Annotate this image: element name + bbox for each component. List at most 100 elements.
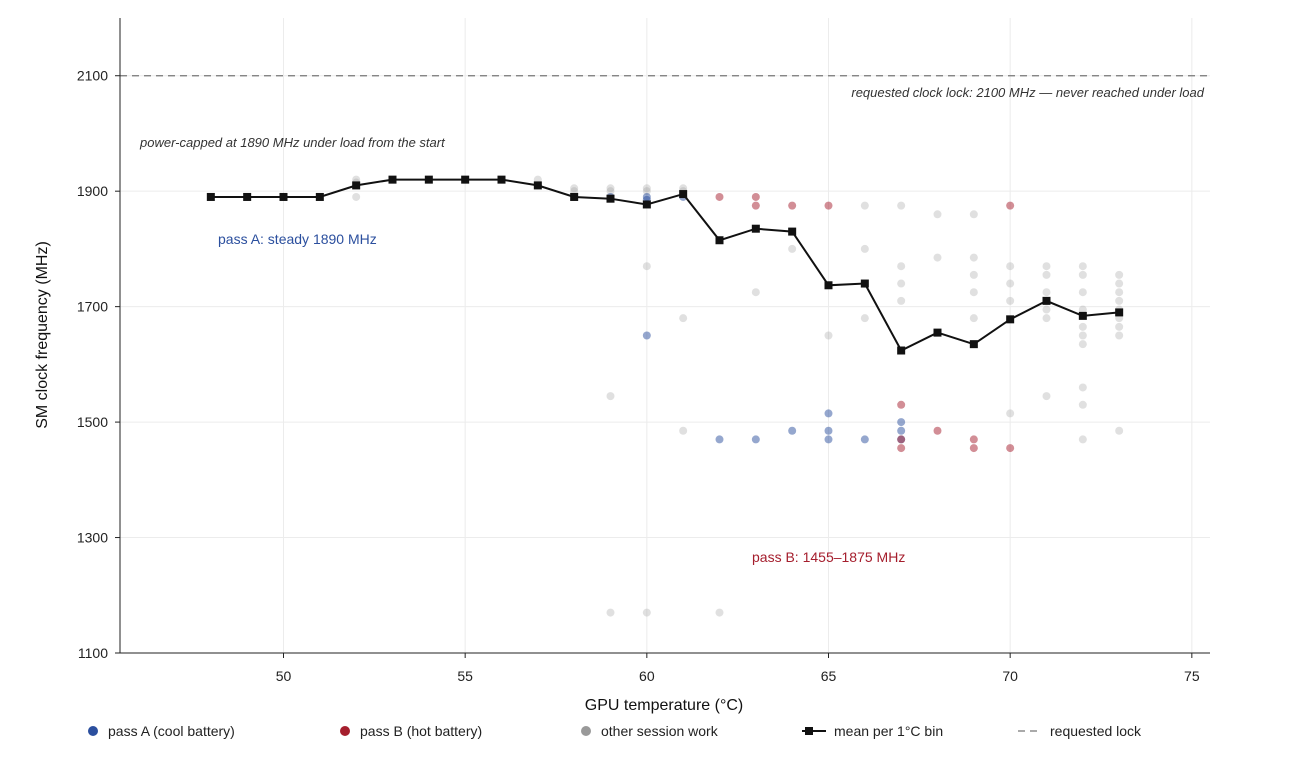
mean-marker xyxy=(969,340,978,349)
legend-label-requested-lock: requested lock xyxy=(1050,723,1142,739)
other-session-point xyxy=(969,210,978,219)
pass-b-point xyxy=(715,192,724,201)
mean-marker xyxy=(570,192,579,201)
pass-b-point xyxy=(969,444,978,453)
mean-marker xyxy=(279,192,288,201)
mean-marker xyxy=(933,328,942,337)
pass-b-point xyxy=(751,201,760,210)
pass-a-point xyxy=(824,409,833,418)
other-session-point xyxy=(606,187,615,196)
other-session-point xyxy=(897,201,906,210)
pass-a-point xyxy=(897,418,906,427)
mean-line-group xyxy=(206,175,1124,355)
x-tick-label: 55 xyxy=(457,668,473,684)
other-session-point xyxy=(642,184,651,193)
other-session-point xyxy=(1006,409,1015,418)
other-session-point xyxy=(897,279,906,288)
other-session-point xyxy=(1042,314,1051,323)
other-session-point xyxy=(1115,270,1124,279)
legend-marker-pass-a xyxy=(88,726,98,736)
mean-marker xyxy=(315,192,324,201)
mean-marker xyxy=(1115,308,1124,317)
other-session-point xyxy=(1042,262,1051,271)
other-session-point xyxy=(1006,262,1015,271)
x-axis-title: GPU temperature (°C) xyxy=(585,697,743,714)
pass-b-point xyxy=(897,444,906,453)
legend-label-other-session: other session work xyxy=(601,723,718,739)
legend-item-other-session: other session work xyxy=(579,718,718,744)
pass-a-point xyxy=(715,435,724,444)
mean-marker xyxy=(424,175,433,184)
legend-label-pass-a: pass A (cool battery) xyxy=(108,723,235,739)
pass-a-point xyxy=(897,426,906,435)
other-session-point xyxy=(751,288,760,297)
y-tick-label: 1100 xyxy=(78,645,108,661)
other-session-point xyxy=(1078,400,1087,409)
pass-b-point xyxy=(751,192,760,201)
other-session-point xyxy=(1078,331,1087,340)
other-session-point xyxy=(606,608,615,617)
legend-item-pass-a: pass A (cool battery) xyxy=(86,718,235,744)
pass-a-point xyxy=(788,426,797,435)
other-session-point xyxy=(679,314,688,323)
other-session-point xyxy=(969,288,978,297)
legend-label-pass-b: pass B (hot battery) xyxy=(360,723,483,739)
mean-marker xyxy=(206,192,215,201)
pass-b-point xyxy=(1006,201,1015,210)
pass-a-point xyxy=(642,331,651,340)
y-tick-label: 1300 xyxy=(77,530,108,546)
pass-a-point xyxy=(860,435,869,444)
mean-marker xyxy=(606,194,615,203)
mean-marker xyxy=(860,279,869,288)
legend-marker-mean xyxy=(802,727,826,735)
other-session-point xyxy=(1042,288,1051,297)
pass-b-point xyxy=(897,435,906,444)
mean-marker xyxy=(788,227,797,236)
other-session-point xyxy=(1078,340,1087,349)
mean-marker xyxy=(461,175,470,184)
pass-b-label: pass B: 1455–1875 MHz xyxy=(752,549,905,565)
other-session-point xyxy=(1006,279,1015,288)
pass-a-point xyxy=(824,426,833,435)
legend-marker-requested-lock xyxy=(1018,730,1042,732)
other-session-point xyxy=(679,426,688,435)
mean-marker xyxy=(352,181,361,190)
mean-marker xyxy=(388,175,397,184)
mean-line xyxy=(210,178,1120,352)
legend-label-mean: mean per 1°C bin xyxy=(834,723,944,739)
other-session-point xyxy=(897,262,906,271)
tick-labels: 50 55 60 65 70 75 1100 1300 1500 1700 1900 2100 xyxy=(77,68,1200,684)
other-session-point xyxy=(1078,270,1087,279)
other-session-point xyxy=(933,210,942,219)
other-session-point xyxy=(570,184,579,193)
legend-item-mean: mean per 1°C bin xyxy=(802,718,943,744)
grid-lines xyxy=(120,18,1210,654)
other-session-point xyxy=(1115,279,1124,288)
x-tick-label: 50 xyxy=(276,668,292,684)
mean-marker xyxy=(1042,296,1051,305)
x-tick-label: 75 xyxy=(1184,668,1200,684)
other-session-point xyxy=(642,262,651,271)
legend-marker-other-session xyxy=(581,726,591,736)
y-axis-title: SM clock frequency (MHz) xyxy=(34,241,51,429)
pass-b-point xyxy=(933,426,942,435)
mean-marker xyxy=(243,192,252,201)
mean-marker xyxy=(751,224,760,233)
power-cap-annotation: power-capped at 1890 MHz under load from… xyxy=(139,135,446,150)
x-tick-label: 65 xyxy=(821,668,837,684)
other-session-point xyxy=(788,244,797,253)
y-tick-label: 1500 xyxy=(77,414,108,430)
axes xyxy=(115,18,1210,658)
mean-marker xyxy=(1078,311,1087,320)
other-session-point xyxy=(1115,426,1124,435)
legend-marker-pass-b xyxy=(340,726,350,736)
pass-b-point xyxy=(788,201,797,210)
other-session-point xyxy=(897,296,906,305)
other-session-point xyxy=(860,201,869,210)
other-session-point xyxy=(1115,288,1124,297)
y-tick-label: 1900 xyxy=(77,183,108,199)
other-session-point xyxy=(1078,322,1087,331)
mean-marker xyxy=(715,236,724,245)
x-tick-label: 60 xyxy=(639,668,655,684)
